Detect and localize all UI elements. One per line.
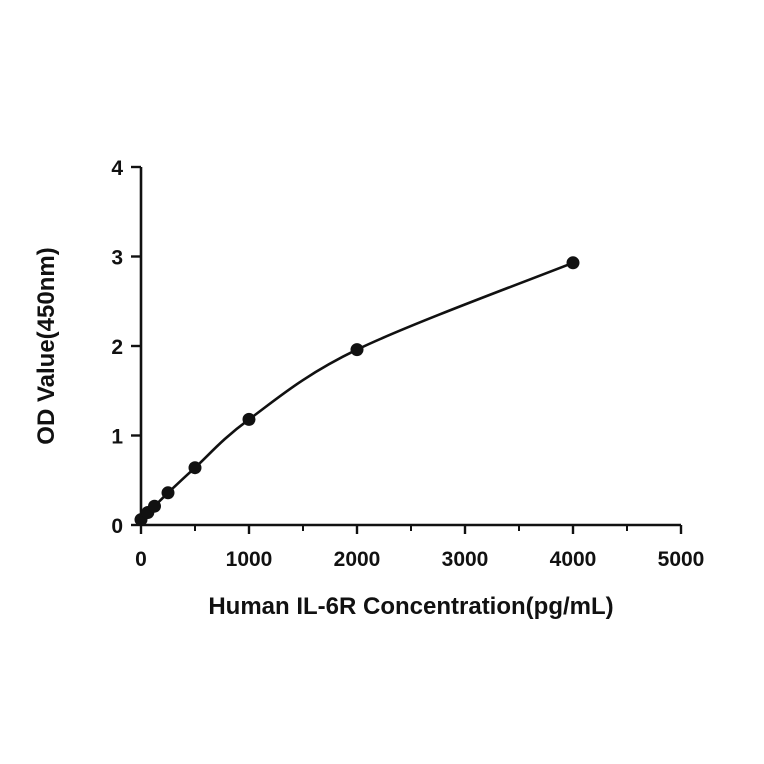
data-point: [242, 412, 256, 426]
axes: [131, 165, 683, 534]
x-tick-label: 5000: [658, 548, 705, 571]
data-point: [188, 461, 202, 475]
x-tick-label: 3000: [442, 548, 489, 571]
x-axis-title: Human IL-6R Concentration(pg/mL): [208, 593, 613, 620]
y-axis-title: OD Value(450nm): [33, 247, 60, 444]
data-point: [148, 499, 161, 513]
data-point: [566, 256, 580, 270]
y-tick-label: 4: [111, 157, 123, 180]
x-tick-label: 1000: [226, 548, 273, 571]
data-points: [134, 256, 580, 527]
x-tick-label: 2000: [334, 548, 381, 571]
y-tick-label: 2: [111, 336, 123, 359]
data-point: [350, 343, 364, 357]
y-tick-label: 0: [111, 515, 123, 538]
y-tick-label: 1: [111, 426, 123, 449]
x-tick-label: 0: [135, 548, 147, 571]
data-point: [161, 486, 175, 500]
tick-labels: 0 1000 2000 3000 4000 5000 0 1 2 3 4: [111, 157, 704, 571]
x-tick-label: 4000: [550, 548, 597, 571]
fit-curve: [140, 261, 574, 521]
y-tick-label: 3: [111, 247, 123, 270]
